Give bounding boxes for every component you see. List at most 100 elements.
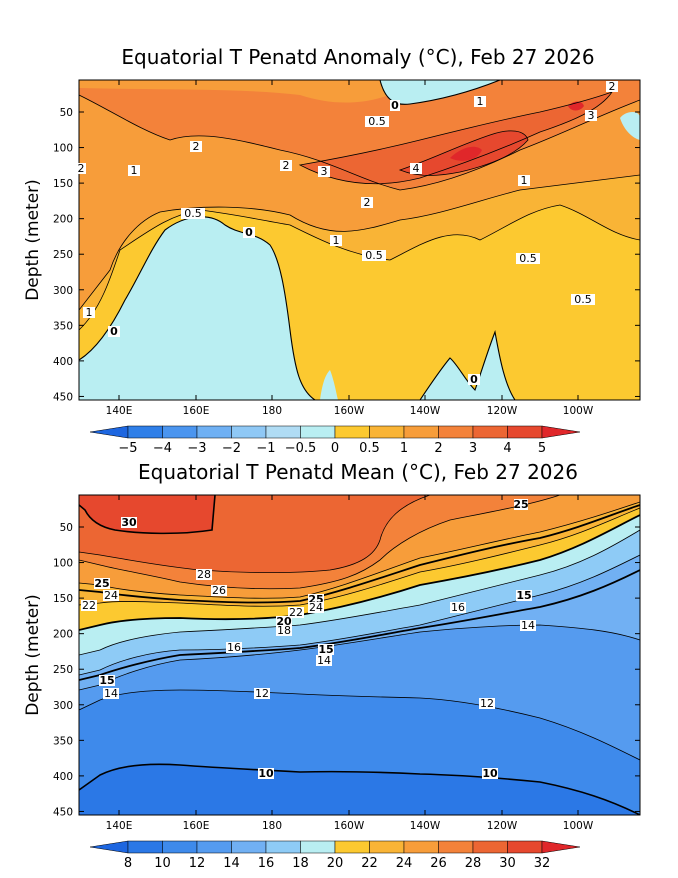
mean-label-15a: 15 [516,589,531,602]
anomaly-label-05e: 0.5 [574,293,592,306]
anomaly-label-2e: 2 [364,196,371,209]
anomaly-cbar-tick-label: −0.5 [285,441,317,456]
anomaly-plot-frame [78,79,641,401]
anomaly-label-0d: 0 [470,373,478,386]
anomaly-cbar-tick-label: 1 [400,441,408,456]
mean-label-22b: 22 [289,606,303,619]
mean-cbar-segment [300,840,336,854]
anomaly-band-neg-surface [380,80,640,140]
anomaly-ytick-label: 300 [53,285,73,297]
mean-ytick-label: 200 [53,629,73,641]
mean-label-30: 30 [121,516,137,529]
mean-ytick-label: 250 [53,664,73,676]
mean-contours [79,495,640,815]
mean-label-14a: 14 [521,619,535,632]
anomaly-cbar-tick-label: −1 [256,441,275,456]
anomaly-cbar-max-arrow [541,425,581,439]
anomaly-colorbar: −5 −4 −3 −2 −1 −0.5 0 0.5 1 2 3 4 5 [89,425,581,456]
anomaly-label-0: 0 [391,99,399,112]
mean-label-10a: 10 [258,767,274,780]
anomaly-cbar-tick-label: 3 [469,441,477,456]
mean-ytick-label: 50 [60,522,73,534]
mean-label-14c: 14 [104,687,118,700]
mean-cbar-tick-label: 22 [361,856,378,871]
anomaly-label-1: 1 [477,95,484,108]
anomaly-label-1e: 1 [86,306,93,319]
mean-cbar-tick-label: 12 [189,856,206,871]
mean-label-12b: 12 [480,697,494,710]
anomaly-cbar-segment [438,425,474,439]
anomaly-label-2d: 2 [78,162,85,175]
mean-xtick-label: 140W [410,820,441,832]
mean-cbar-segment [196,840,232,854]
mean-cbar-max-arrow [541,840,581,854]
anomaly-xtick-label: 140W [410,405,441,417]
anomaly-ylabel: Depth (meter) [23,179,43,301]
mean-plot-frame [78,494,641,816]
mean-cbar-tick-label: 18 [292,856,309,871]
mean-cbar-segment [334,840,370,854]
mean-title: Equatorial T Penatd Mean (°C), Feb 27 20… [138,460,578,484]
mean-band-30-32 [79,495,215,534]
mean-label-10b: 10 [482,767,498,780]
anomaly-label-1c: 1 [521,174,528,187]
mean-cbar-tick-label: 28 [465,856,482,871]
anomaly-cbar-segment [403,425,439,439]
mean-cbar-segment [231,840,267,854]
anomaly-label-05: 0.5 [368,115,386,128]
anomaly-cbar-segment [231,425,267,439]
mean-cbar-tick-label: 20 [327,856,344,871]
mean-ytick-label: 450 [53,806,73,818]
anomaly-contour-labels: 0 1 2 0.5 3 2 2 3 4 1 2 1 2 0.5 0 1 0.5 … [76,80,618,386]
anomaly-cbar-min-arrow [89,425,129,439]
anomaly-band-gt-5 [450,101,584,161]
mean-cbar-segment [438,840,474,854]
mean-xtick-label: 100W [563,820,594,832]
mean-xtick-label: 140E [106,820,133,832]
anomaly-contours [79,91,640,331]
mean-label-12a: 12 [255,687,269,700]
mean-xtick-label: 160W [334,820,365,832]
anomaly-cbar-segment [507,425,543,439]
anomaly-field [79,80,640,400]
anomaly-label-2: 2 [609,80,616,93]
mean-colorbar: 8 10 12 14 16 18 20 22 24 26 28 30 32 [89,840,581,871]
mean-cbar-tick-label: 14 [223,856,240,871]
anomaly-cbar-tick-label: 2 [434,441,442,456]
anomaly-xtick-label: 160W [334,405,365,417]
mean-contour-labels: 25 30 28 26 25 24 22 25 24 22 20 18 16 1… [81,498,536,780]
anomaly-cbar-tick-label: −3 [187,441,206,456]
mean-ytick-label: 150 [53,593,73,605]
anomaly-axes: 140E 160E 180 160W 140W 120W 100W5010015020025… [53,80,640,417]
anomaly-label-0b: 0 [245,226,253,239]
anomaly-ytick-label: 350 [53,320,73,332]
mean-cbar-tick-label: 30 [499,856,516,871]
mean-ytick-label: 100 [53,558,73,570]
anomaly-band-2-3 [79,80,640,190]
anomaly-cbar-tick-label: 0 [331,441,339,456]
anomaly-ytick-label: 400 [53,356,73,368]
anomaly-label-3: 3 [588,109,595,122]
anomaly-label-05c: 0.5 [365,249,383,262]
anomaly-label-05b: 0.5 [184,207,202,220]
mean-cbar-segment [265,840,301,854]
mean-ytick-label: 350 [53,735,73,747]
mean-axes: 140E 160E 180 160W 140W 120W 100W 50 100 150 200 25… [53,495,640,832]
mean-label-25a: 25 [513,498,528,511]
mean-cbar-segment [472,840,508,854]
mean-label-18: 18 [277,624,291,637]
anomaly-band-3-4 [300,92,612,184]
anomaly-cbar-segment [162,425,198,439]
mean-ylabel: Depth (meter) [23,594,43,716]
anomaly-title: Equatorial T Penatd Anomaly (°C), Feb 27… [121,45,594,69]
anomaly-label-2c: 2 [283,159,290,172]
mean-label-20: 20 [276,615,292,628]
mean-cbar-segment [127,840,163,854]
mean-label-25b: 25 [94,577,109,590]
anomaly-label-2b: 2 [193,140,200,153]
anomaly-ytick-label: 250 [53,249,73,261]
anomaly-cbar-segment [472,425,508,439]
anomaly-label-1b: 1 [131,164,138,177]
mean-ytick-label: 400 [53,771,73,783]
